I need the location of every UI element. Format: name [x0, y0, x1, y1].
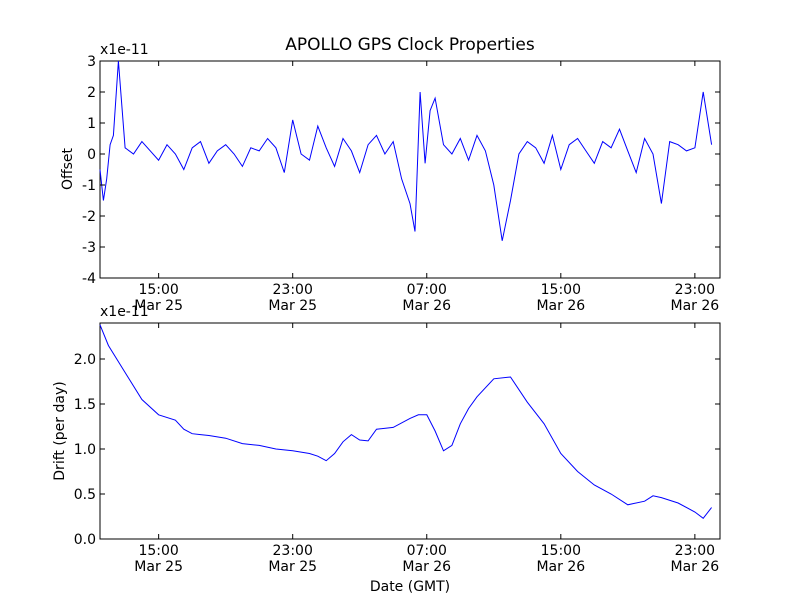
offset-y-axis-label: Offset: [60, 147, 76, 190]
drift-x-tick-time-label: 23:00: [273, 543, 313, 559]
drift-x-tick-date-label: Mar 26: [536, 559, 585, 575]
drift-panel: x1e-11 Drift (per day) Date (GMT) 2.0 1.5…: [52, 304, 721, 595]
offset-y-tick-label: 0: [87, 147, 96, 163]
offset-x-tick-date-label: Mar 26: [536, 298, 585, 314]
drift-x-tick-date-label: Mar 26: [671, 559, 720, 575]
drift-plot-frame: [99, 322, 721, 540]
drift-x-tick-date-label: Mar 25: [134, 559, 183, 575]
offset-x-tick-date-label: Mar 25: [134, 298, 183, 314]
drift-x-tick-date-label: Mar 25: [268, 559, 317, 575]
offset-x-tick-time-label: 23:00: [273, 282, 313, 298]
drift-x-tick-time-label: 07:00: [407, 543, 447, 559]
offset-y-tick-label: -3: [82, 240, 96, 256]
chart-title: APOLLO GPS Clock Properties: [285, 35, 535, 55]
offset-y-tick-label: 1: [87, 116, 96, 132]
offset-y-tick-label: -4: [82, 271, 96, 287]
offset-x-tick-time-label: 15:00: [541, 282, 581, 298]
drift-multiplier-label: x1e-11: [100, 304, 149, 320]
drift-x-tick-time-label: 15:00: [541, 543, 581, 559]
drift-y-axis-label: Drift (per day): [52, 381, 68, 480]
offset-x-tick-time-label: 23:00: [675, 282, 715, 298]
drift-x-tick-time-label: 15:00: [138, 543, 178, 559]
offset-x-tick-time-label: 15:00: [138, 282, 178, 298]
offset-plot-frame: [99, 60, 721, 279]
drift-y-tick-label: 1.0: [74, 442, 96, 458]
offset-y-tick-label: 2: [87, 85, 96, 101]
offset-y-tick-label: 3: [87, 54, 96, 70]
offset-x-tick-date-label: Mar 25: [268, 298, 317, 314]
drift-y-tick-label: 2.0: [74, 352, 96, 368]
x-axis-label: Date (GMT): [370, 579, 450, 595]
drift-series-line: [99, 324, 712, 519]
offset-multiplier-label: x1e-11: [100, 42, 149, 58]
offset-x-tick-date-label: Mar 26: [402, 298, 451, 314]
offset-x-tick-time-label: 07:00: [407, 282, 447, 298]
drift-x-tick-date-label: Mar 26: [402, 559, 451, 575]
offset-series-line: [99, 60, 713, 241]
offset-y-tick-label: -2: [82, 209, 96, 225]
drift-y-tick-label: 0.0: [74, 532, 96, 548]
offset-x-tick-date-label: Mar 26: [671, 298, 720, 314]
drift-y-tick-label: 0.5: [74, 487, 96, 503]
drift-x-tick-time-label: 23:00: [675, 543, 715, 559]
drift-y-tick-label: 1.5: [74, 397, 96, 413]
offset-y-tick-label: -1: [82, 178, 96, 194]
